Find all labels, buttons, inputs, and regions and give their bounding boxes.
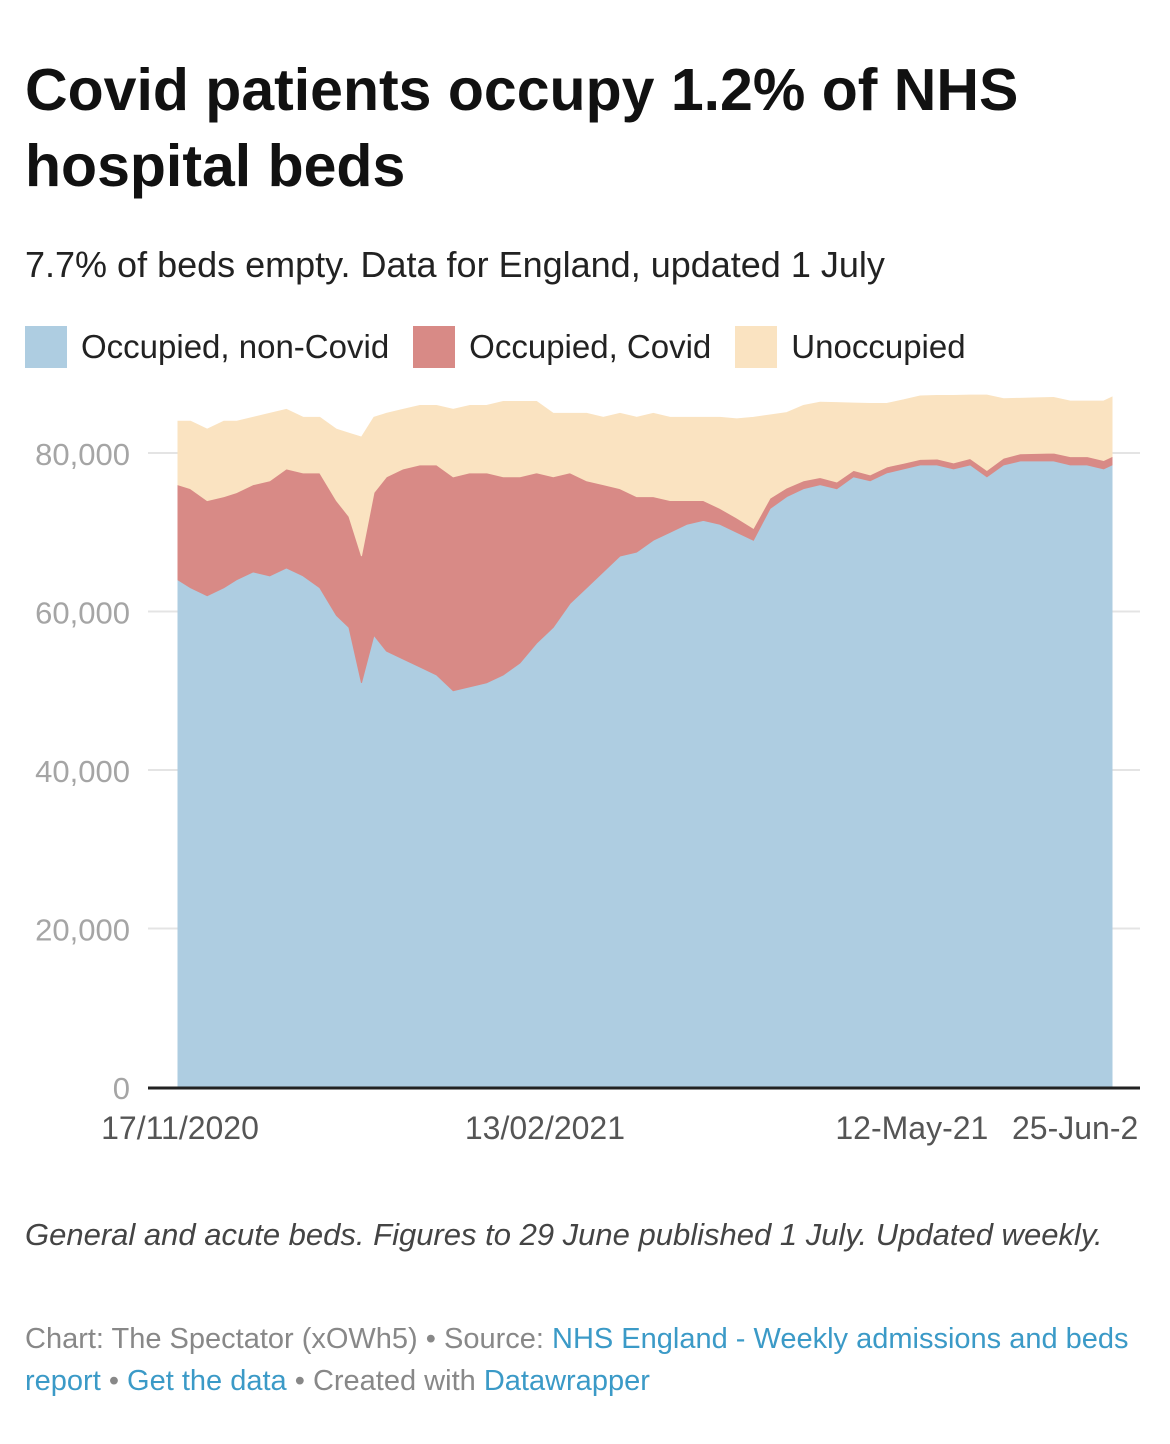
legend-label-unoccupied: Unoccupied bbox=[791, 328, 966, 365]
stacked-area-chart: 0 20,000 40,000 60,000 80,000 17/11/2020 13/02… bbox=[35, 394, 1140, 1146]
footer-separator: • bbox=[425, 1323, 436, 1355]
footer-chart-credit: Chart: The Spectator (xOWh5) bbox=[25, 1323, 418, 1355]
y-tick-label: 40,000 bbox=[35, 754, 130, 789]
legend-item-unoccupied: Unoccupied bbox=[735, 326, 966, 368]
chart-subtitle: 7.7% of beds empty. Data for England, up… bbox=[25, 244, 885, 285]
x-tick-label: 13/02/2021 bbox=[465, 1110, 625, 1146]
chart-footer: Chart: The Spectator (xOWh5) • Source: N… bbox=[25, 1318, 1135, 1402]
x-tick-label: 17/11/2020 bbox=[101, 1110, 259, 1146]
y-tick-label: 0 bbox=[113, 1071, 130, 1106]
legend-item-non-covid: Occupied, non-Covid bbox=[25, 326, 389, 368]
legend: Occupied, non-Covid Occupied, Covid Unoc… bbox=[25, 325, 990, 369]
footer-separator: • bbox=[108, 1365, 119, 1397]
x-tick-label: 12-May-21 bbox=[835, 1110, 988, 1146]
footer-get-data-link[interactable]: Get the data bbox=[127, 1365, 287, 1397]
area-series-2 bbox=[177, 394, 1113, 557]
x-tick-label: 25-Jun-2 bbox=[1012, 1110, 1138, 1146]
chart-title: Covid patients occupy 1.2% of NHS hospit… bbox=[25, 57, 1019, 199]
footer-source-label: Source: bbox=[444, 1323, 544, 1355]
footer-separator: • bbox=[294, 1365, 305, 1397]
legend-swatch-unoccupied bbox=[735, 326, 778, 368]
footer-datawrapper-link[interactable]: Datawrapper bbox=[483, 1365, 650, 1397]
y-tick-label: 60,000 bbox=[35, 596, 130, 631]
y-tick-label: 80,000 bbox=[35, 437, 130, 472]
legend-swatch-non-covid bbox=[25, 326, 67, 368]
legend-item-covid: Occupied, Covid bbox=[413, 326, 711, 368]
footer-source-link[interactable]: NHS England - Weekly admissions and beds… bbox=[25, 1323, 1129, 1397]
y-tick-label: 20,000 bbox=[35, 913, 130, 948]
legend-label-non-covid: Occupied, non-Covid bbox=[81, 328, 390, 365]
legend-label-covid: Occupied, Covid bbox=[469, 328, 712, 365]
legend-swatch-covid bbox=[413, 326, 456, 368]
chart-notes: General and acute beds. Figures to 29 Ju… bbox=[25, 1217, 1103, 1252]
footer-created-with: Created with bbox=[312, 1365, 476, 1397]
